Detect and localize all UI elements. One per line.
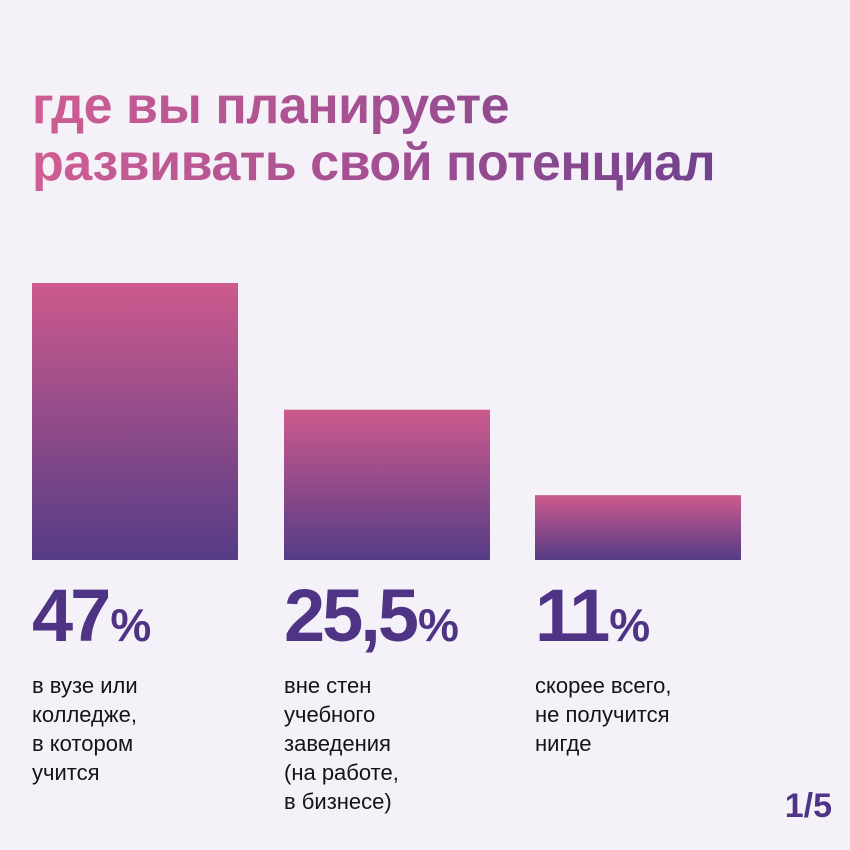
data-label-1: 47% (32, 574, 152, 657)
category-label-2: вне стен учебного заведения (на работе, … (284, 673, 399, 814)
bar-1 (32, 283, 238, 560)
bar-label-group-1: 47% в вузе или колледже, в котором учитс… (32, 578, 262, 787)
bar-3 (535, 495, 741, 560)
bar-label-group-2: 25,5% вне стен учебного заведения (на ра… (284, 578, 514, 816)
category-label-3: скорее всего, не получится нигде (535, 673, 672, 756)
page-indicator: 1/5 (784, 787, 832, 825)
data-label-3: 11% (535, 574, 651, 657)
category-label-1: в вузе или колледже, в котором учится (32, 673, 138, 785)
bar-2 (284, 409, 490, 560)
bar-label-group-3: 11% скорее всего, не получится нигде (535, 578, 765, 758)
data-label-2: 25,5% (284, 574, 459, 657)
